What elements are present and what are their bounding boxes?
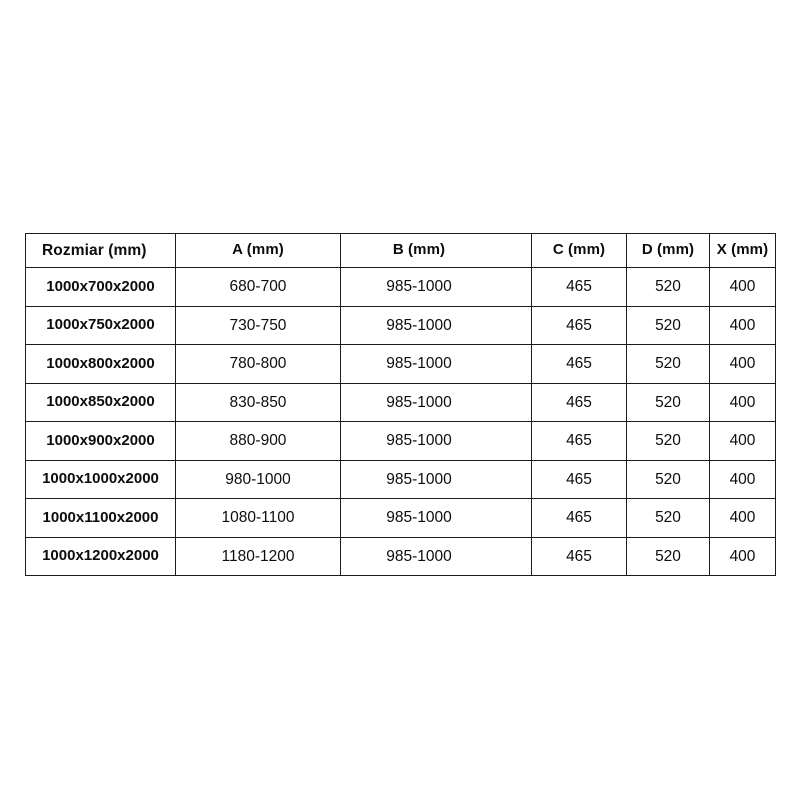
table-row: 1000x1100x2000 1080-1100 985-1000 465 520 400 [25, 498, 776, 538]
cell-a: 980-1000 [175, 459, 341, 499]
cell-b: 985-1000 [340, 344, 532, 384]
cell-x: 400 [709, 421, 776, 461]
cell-x: 400 [709, 459, 776, 499]
column-header-x: X (mm) [709, 233, 776, 268]
column-header-b: B (mm) [340, 233, 532, 268]
cell-c: 465 [531, 459, 627, 499]
column-header-d: D (mm) [626, 233, 710, 268]
cell-a: 830-850 [175, 382, 341, 422]
cell-b: 985-1000 [340, 498, 532, 538]
cell-b: 985-1000 [340, 459, 532, 499]
cell-c: 465 [531, 536, 627, 576]
specification-table: Rozmiar (mm) A (mm) B (mm) C (mm) D (mm)… [25, 233, 776, 576]
cell-x: 400 [709, 536, 776, 576]
table-row: 1000x800x2000 780-800 985-1000 465 520 400 [25, 344, 776, 384]
column-header-c: C (mm) [531, 233, 627, 268]
cell-size: 1000x1000x2000 [25, 459, 176, 499]
cell-size: 1000x1100x2000 [25, 498, 176, 538]
table-row: 1000x900x2000 880-900 985-1000 465 520 400 [25, 421, 776, 461]
table-header: Rozmiar (mm) A (mm) B (mm) C (mm) D (mm)… [25, 233, 776, 268]
table-row: 1000x850x2000 830-850 985-1000 465 520 400 [25, 382, 776, 422]
cell-x: 400 [709, 267, 776, 307]
cell-x: 400 [709, 382, 776, 422]
cell-b: 985-1000 [340, 305, 532, 345]
table-row: 1000x700x2000 680-700 985-1000 465 520 400 [25, 267, 776, 307]
table-header-row: Rozmiar (mm) A (mm) B (mm) C (mm) D (mm)… [25, 233, 776, 268]
cell-size: 1000x800x2000 [25, 344, 176, 384]
table-row: 1000x1200x2000 1180-1200 985-1000 465 520 400 [25, 536, 776, 576]
cell-d: 520 [626, 459, 710, 499]
cell-a: 880-900 [175, 421, 341, 461]
column-header-size: Rozmiar (mm) [25, 233, 176, 268]
table-row: 1000x1000x2000 980-1000 985-1000 465 520 400 [25, 459, 776, 499]
cell-c: 465 [531, 498, 627, 538]
cell-d: 520 [626, 305, 710, 345]
cell-x: 400 [709, 344, 776, 384]
specification-table-container: Rozmiar (mm) A (mm) B (mm) C (mm) D (mm)… [25, 233, 776, 576]
cell-b: 985-1000 [340, 421, 532, 461]
cell-x: 400 [709, 305, 776, 345]
cell-size: 1000x700x2000 [25, 267, 176, 307]
cell-d: 520 [626, 421, 710, 461]
cell-d: 520 [626, 344, 710, 384]
cell-size: 1000x750x2000 [25, 305, 176, 345]
cell-d: 520 [626, 267, 710, 307]
cell-d: 520 [626, 536, 710, 576]
cell-a: 680-700 [175, 267, 341, 307]
cell-c: 465 [531, 382, 627, 422]
cell-b: 985-1000 [340, 536, 532, 576]
column-header-a: A (mm) [175, 233, 341, 268]
table-row: 1000x750x2000 730-750 985-1000 465 520 400 [25, 305, 776, 345]
cell-c: 465 [531, 344, 627, 384]
cell-x: 400 [709, 498, 776, 538]
cell-size: 1000x900x2000 [25, 421, 176, 461]
cell-b: 985-1000 [340, 382, 532, 422]
table-body: 1000x700x2000 680-700 985-1000 465 520 400 100… [25, 267, 776, 576]
cell-size: 1000x850x2000 [25, 382, 176, 422]
cell-d: 520 [626, 382, 710, 422]
cell-a: 730-750 [175, 305, 341, 345]
cell-a: 780-800 [175, 344, 341, 384]
cell-a: 1180-1200 [175, 536, 341, 576]
cell-c: 465 [531, 267, 627, 307]
cell-size: 1000x1200x2000 [25, 536, 176, 576]
cell-b: 985-1000 [340, 267, 532, 307]
cell-c: 465 [531, 421, 627, 461]
cell-c: 465 [531, 305, 627, 345]
cell-d: 520 [626, 498, 710, 538]
cell-a: 1080-1100 [175, 498, 341, 538]
